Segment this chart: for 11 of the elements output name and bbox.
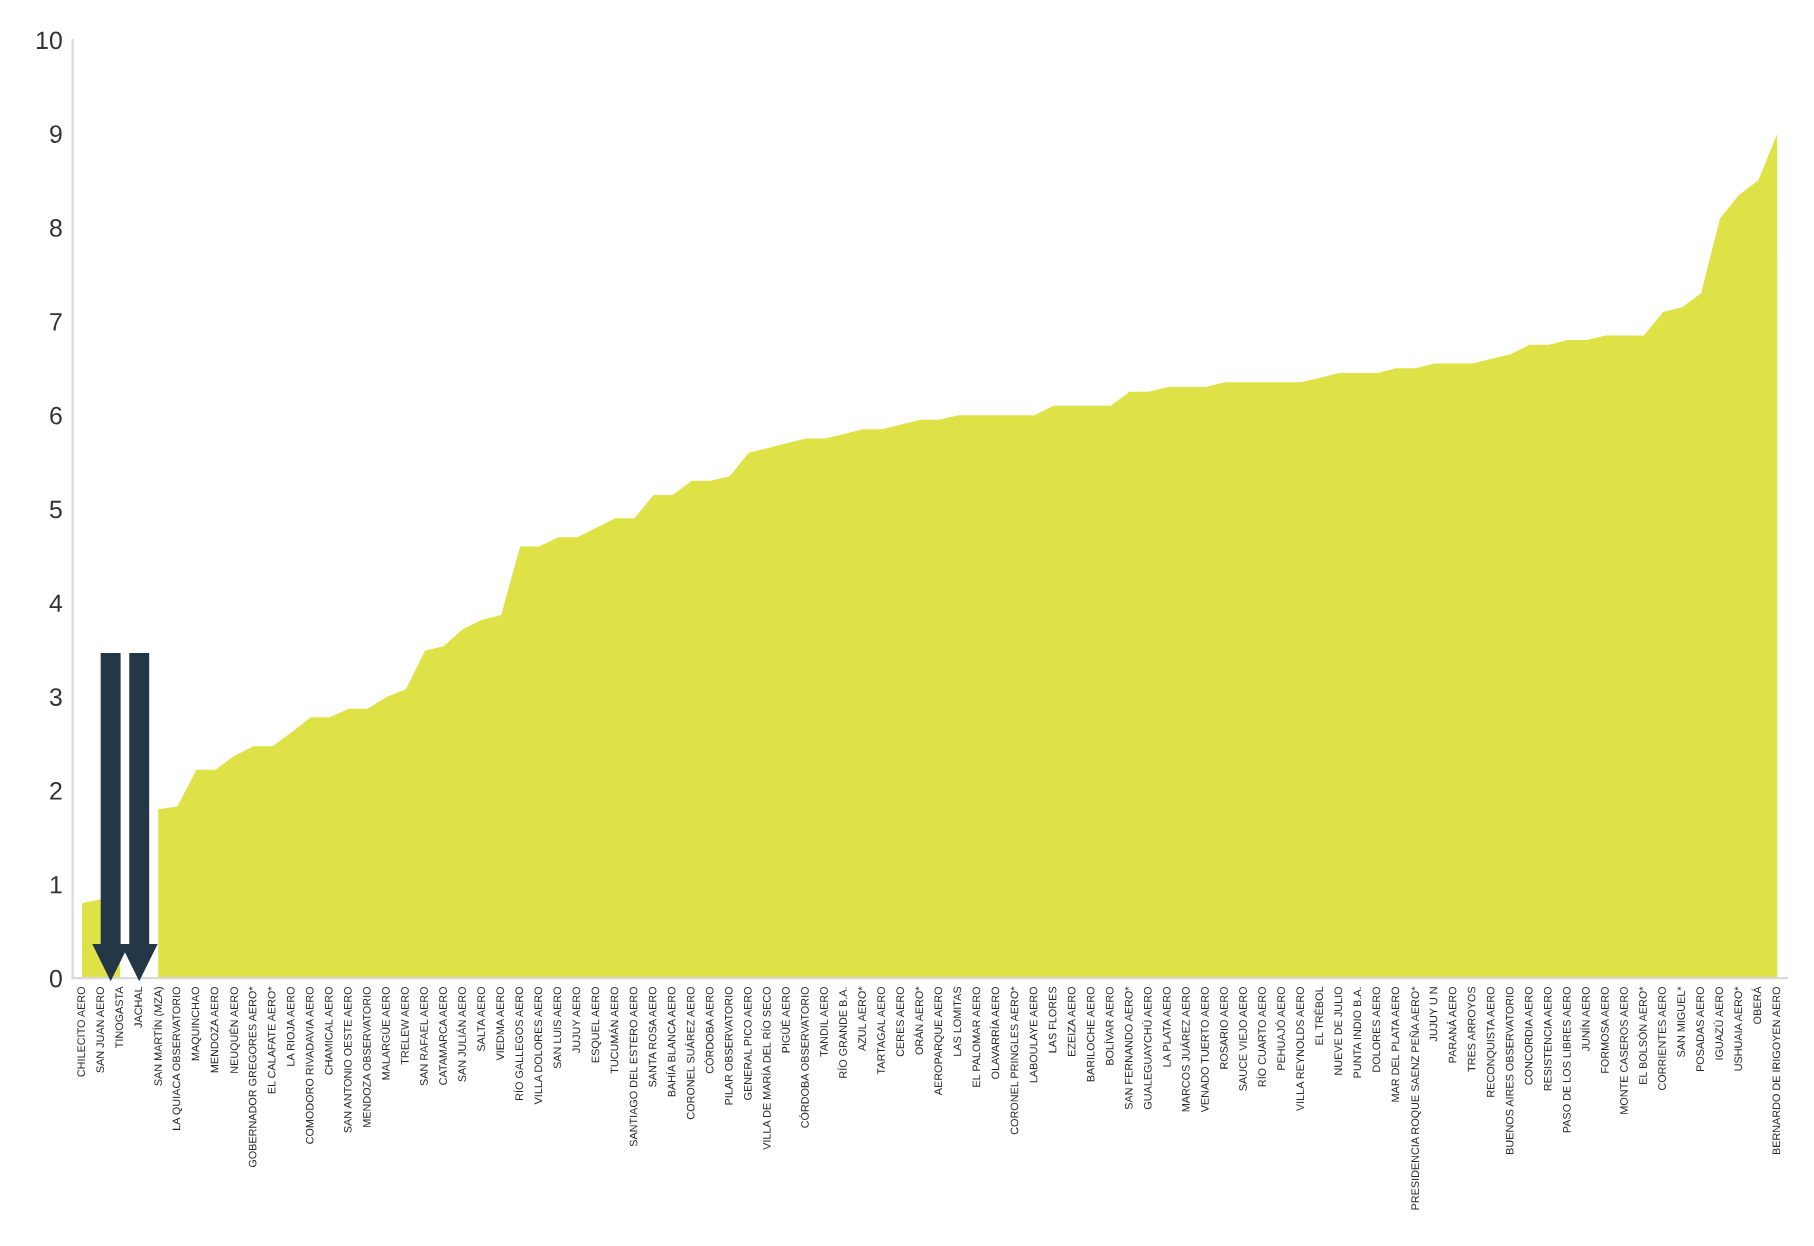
y-tick-label: 9 (50, 125, 62, 143)
y-tick-label: 5 (49, 500, 62, 519)
y-tick-label: 4 (49, 594, 63, 612)
y-tick-label: 3 (49, 688, 62, 706)
y-tick-label: 2 (50, 782, 62, 800)
y-tick-label: 1 (50, 876, 62, 894)
y-tick-label: 7 (50, 313, 62, 331)
y-tick-label: 0 (49, 969, 62, 988)
y-tick-label: 8 (50, 219, 62, 237)
y-tick-label: 6 (50, 406, 62, 425)
y-tick-label: 10 (36, 31, 62, 50)
